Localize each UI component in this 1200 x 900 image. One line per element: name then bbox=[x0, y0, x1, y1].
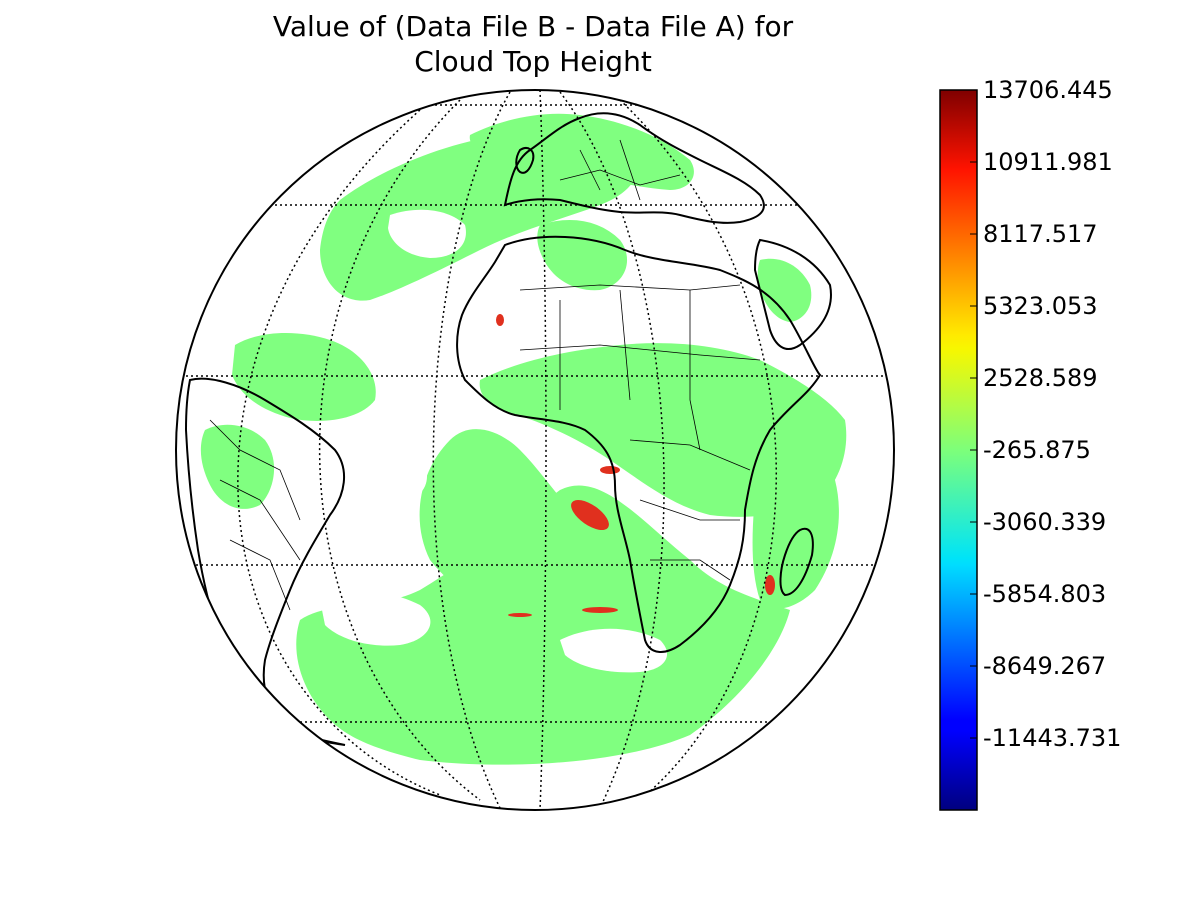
hotspot-3 bbox=[582, 607, 618, 613]
chart-title-line-2: Cloud Top Height bbox=[414, 45, 652, 78]
hotspot-5 bbox=[765, 575, 775, 595]
border-line bbox=[619, 139, 641, 201]
data-field-east-africa bbox=[752, 420, 839, 609]
hotspot-6 bbox=[496, 314, 504, 326]
border-line bbox=[639, 499, 740, 521]
gap-mid-atlantic bbox=[358, 450, 428, 502]
africa-coastline bbox=[456, 235, 822, 653]
border-line bbox=[519, 344, 761, 361]
data-field-equatorial-africa bbox=[479, 343, 847, 517]
meridian-line bbox=[318, 99, 481, 801]
colorbar-tick-label: 8117.517 bbox=[983, 220, 1098, 248]
great-britain-coastline bbox=[515, 147, 535, 174]
colorbar-tick-label: 2528.589 bbox=[983, 364, 1098, 392]
border-line bbox=[689, 290, 701, 451]
arabia-coastline bbox=[753, 238, 832, 350]
colorbar-tick-label: -8649.267 bbox=[983, 652, 1107, 680]
colorbar-tick-label: 5323.053 bbox=[983, 292, 1098, 320]
meridian-line bbox=[237, 109, 441, 796]
gap-north-atlantic bbox=[388, 209, 466, 258]
data-field-west-atlantic bbox=[232, 333, 376, 421]
border-line bbox=[619, 289, 631, 401]
colorbar-tick-label: -5854.803 bbox=[983, 580, 1107, 608]
meridian-line bbox=[559, 91, 665, 809]
hotspots bbox=[496, 314, 775, 617]
border-line bbox=[219, 479, 301, 561]
data-field-europe bbox=[469, 113, 694, 190]
colorbar-tick-label: 10911.981 bbox=[983, 148, 1113, 176]
hotspot-2 bbox=[600, 466, 620, 474]
border-line bbox=[209, 419, 301, 521]
meridian-line bbox=[619, 99, 777, 801]
border-line bbox=[579, 149, 601, 191]
colorbar-tick-label: -3060.339 bbox=[983, 508, 1107, 536]
graticule bbox=[176, 90, 894, 810]
coastlines bbox=[184, 112, 832, 746]
europe-coastline bbox=[503, 112, 765, 224]
border-line bbox=[650, 559, 731, 581]
border-line bbox=[629, 439, 751, 471]
colorbar bbox=[939, 89, 978, 811]
meridian-line bbox=[539, 90, 547, 810]
hotspot-4 bbox=[508, 613, 532, 617]
meridian-line bbox=[432, 91, 511, 809]
chart-title-line-1: Value of (Data File B - Data File A) for bbox=[272, 10, 794, 43]
border-line bbox=[519, 284, 741, 291]
colorbar-tick-label: 13706.445 bbox=[983, 76, 1113, 104]
data-field-arabia bbox=[757, 258, 812, 322]
colorbar-tick-label: -11443.731 bbox=[983, 724, 1122, 752]
colorbar-tick-label: -265.875 bbox=[983, 436, 1091, 464]
data-field-south-atlantic bbox=[296, 485, 790, 765]
gap-south-atlantic-2 bbox=[560, 628, 668, 673]
hotspot-1 bbox=[571, 499, 609, 531]
border-line bbox=[559, 169, 681, 186]
colorbar-ticks bbox=[970, 89, 977, 739]
gap-south-atlantic bbox=[320, 590, 431, 646]
globe-outline bbox=[175, 89, 895, 811]
madagascar-coastline bbox=[779, 527, 814, 597]
country-borders bbox=[209, 139, 761, 611]
